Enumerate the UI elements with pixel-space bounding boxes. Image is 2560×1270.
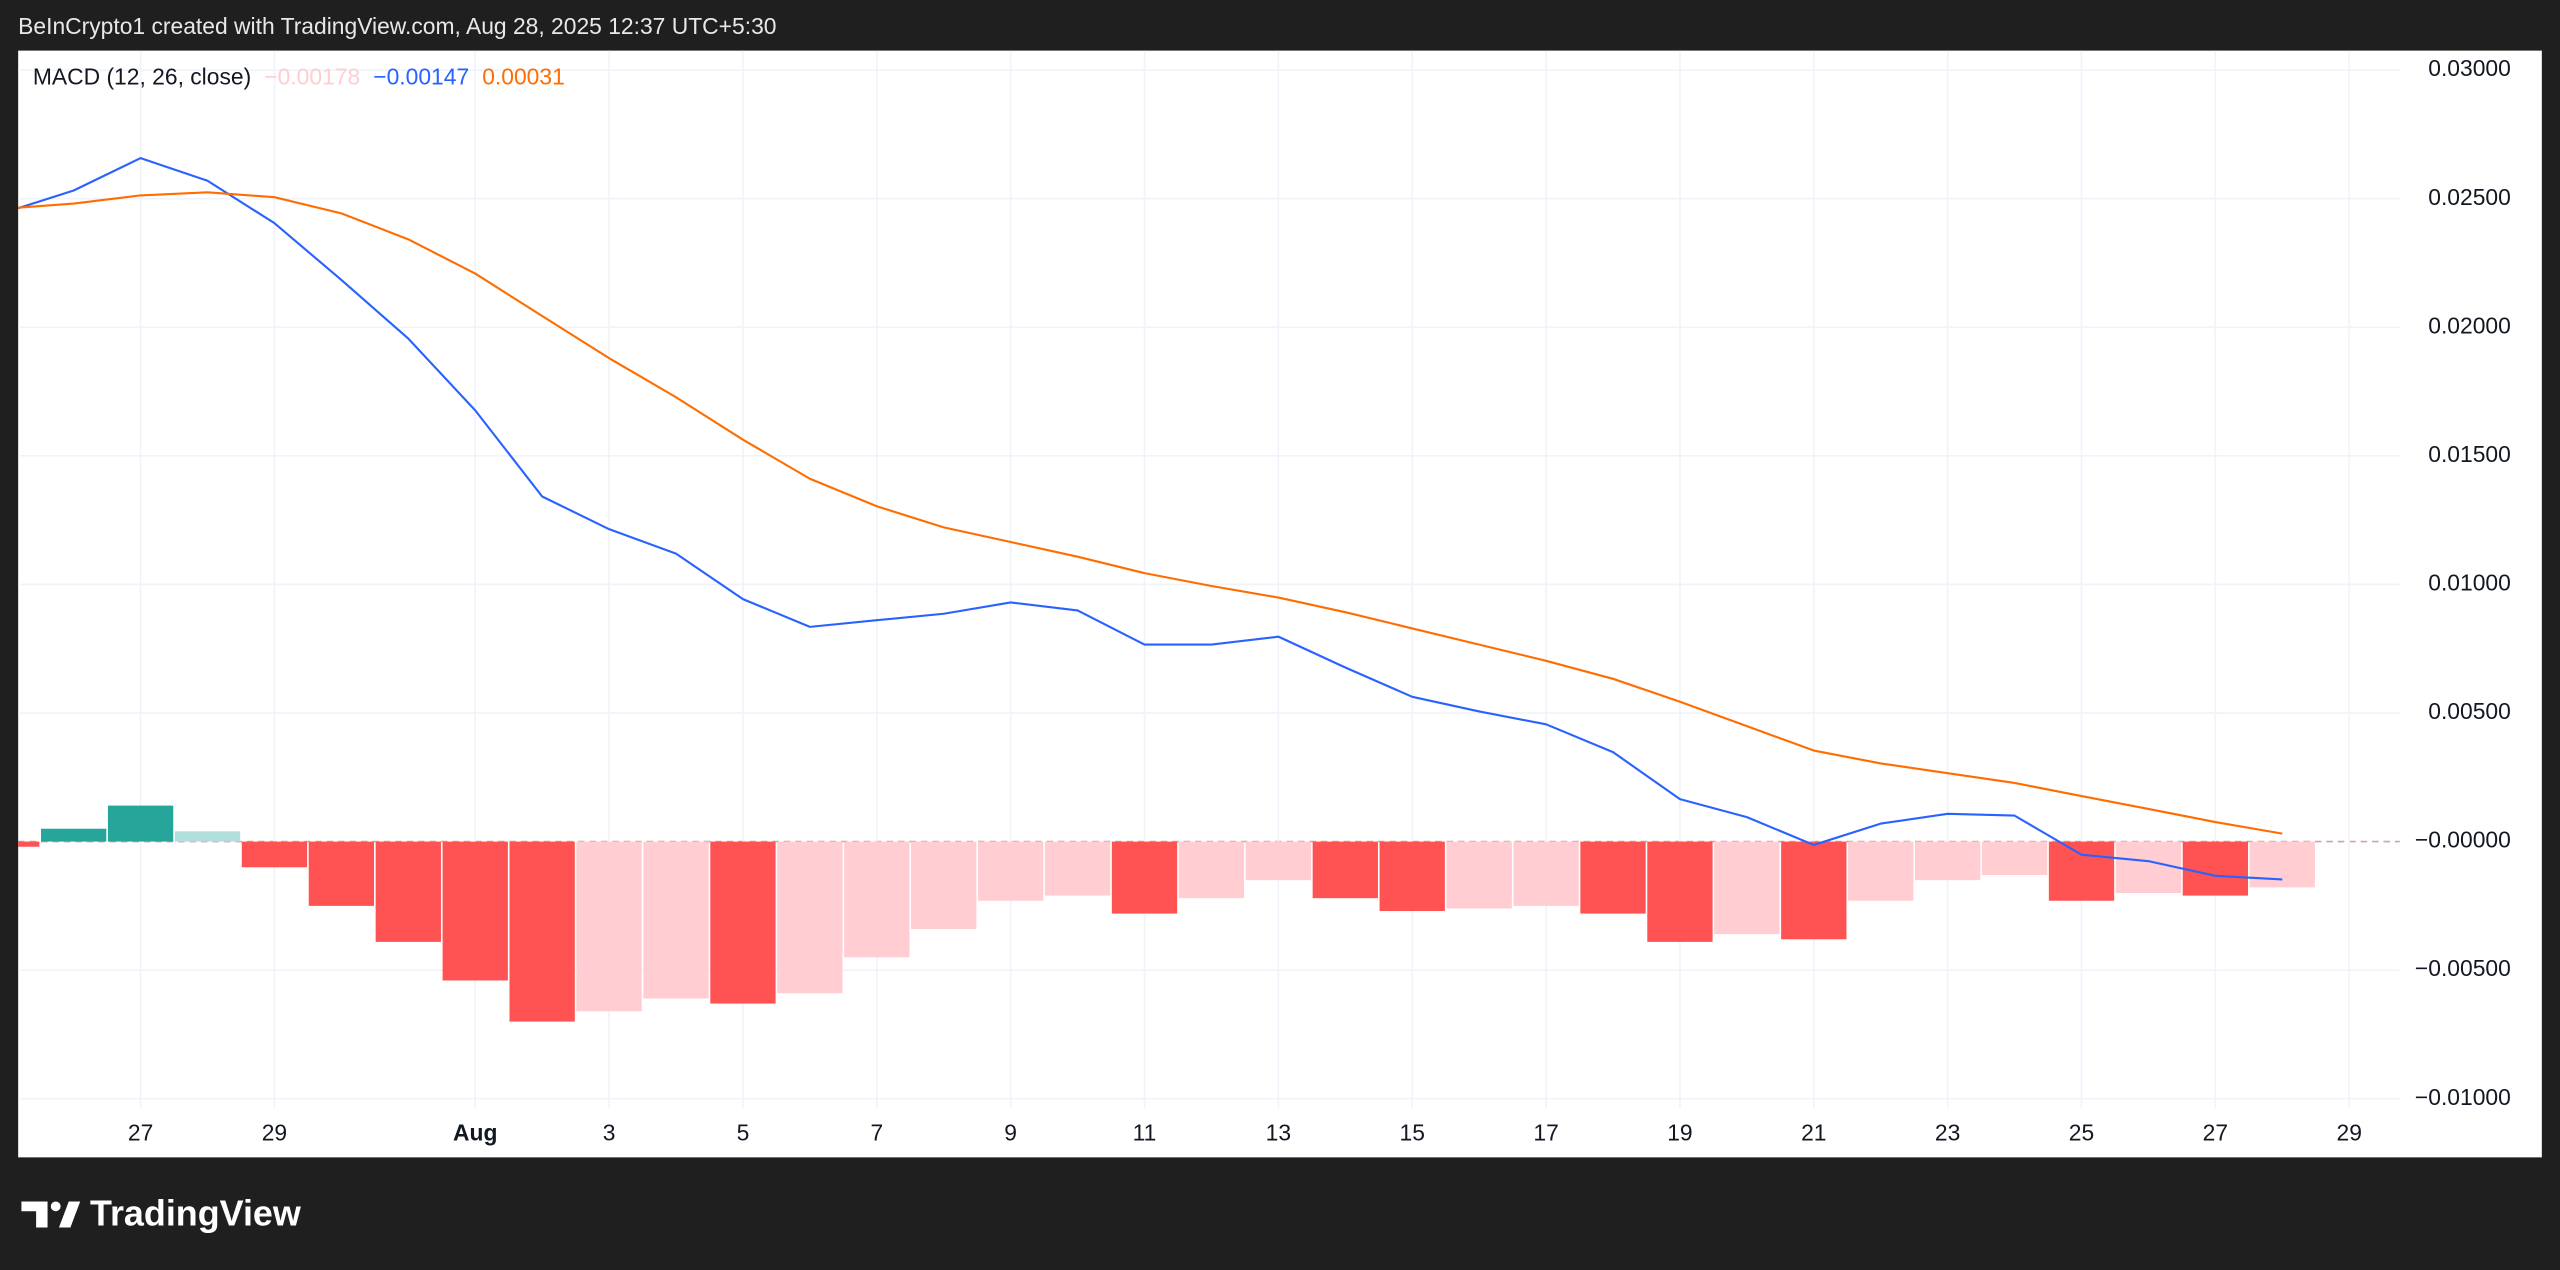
histogram-bar (375, 841, 441, 942)
line-series (18, 191, 2283, 835)
histogram-bar (844, 841, 910, 958)
y-tick-label: 0.02000 (2428, 312, 2511, 338)
histogram-bar (18, 841, 40, 847)
brand-logo: TradingView (21, 1193, 301, 1234)
histogram-bar (576, 841, 642, 1012)
histogram-bar (1111, 841, 1178, 914)
logo-icon (21, 1201, 48, 1228)
plot-area (18, 157, 2315, 1022)
logo-icon-dot (50, 1201, 61, 1212)
x-tick-label: 21 (1801, 1120, 1826, 1146)
y-tick-label: 0.03000 (2428, 55, 2511, 81)
x-tick-label: 5 (737, 1120, 750, 1146)
x-tick-label: 15 (1400, 1120, 1425, 1146)
y-tick-label: 0.01500 (2428, 441, 2511, 467)
histogram-bar (509, 841, 575, 1022)
x-tick-label: 19 (1667, 1120, 1692, 1146)
histogram-bar (1379, 841, 1445, 912)
histogram-bar (2182, 841, 2249, 896)
histogram-bar (1848, 841, 1914, 901)
x-tick-label: 29 (2337, 1120, 2362, 1146)
brand-name: TradingView (90, 1193, 301, 1234)
y-tick-label: −0.00000 (2415, 827, 2511, 853)
histogram-bar (1781, 841, 1847, 940)
histogram-bar (1245, 841, 1312, 881)
histogram-bar (1647, 841, 1713, 942)
legend-title: MACD (12, 26, close) (33, 63, 251, 89)
y-tick-label: −0.00500 (2415, 955, 2511, 981)
x-tick-label: 25 (2069, 1120, 2094, 1146)
histogram-bar (2249, 841, 2315, 888)
histogram-bar (978, 841, 1044, 901)
y-tick-label: 0.02500 (2428, 184, 2511, 210)
histogram-bar (308, 841, 375, 906)
x-tick-label: 17 (1533, 1120, 1558, 1146)
legend-value: 0.00031 (482, 63, 565, 89)
chart-panel (18, 50, 2542, 1158)
histogram-bar (1580, 841, 1646, 914)
x-tick-label: 23 (1935, 1120, 1960, 1146)
histogram-bar (1312, 841, 1378, 899)
histogram-bar (241, 841, 308, 868)
x-tick-label: 7 (870, 1120, 883, 1146)
x-tick-label: 11 (1133, 1120, 1157, 1146)
grid (18, 50, 2400, 1109)
line-series (18, 157, 2283, 881)
histogram-bar (710, 841, 776, 1004)
histogram-bar (41, 828, 107, 842)
histogram-bar (1513, 841, 1579, 906)
x-tick-label: 27 (128, 1120, 153, 1146)
histogram-bar (1981, 841, 2048, 876)
x-tick-label: 13 (1266, 1120, 1291, 1146)
histogram-bar (107, 805, 174, 842)
histogram-bar (1446, 841, 1512, 909)
legend: MACD (12, 26, close) −0.00178 −0.00147 0.0… (33, 63, 565, 89)
histogram-bar (1714, 841, 1780, 935)
legend-value: −0.00147 (373, 63, 469, 89)
histogram-bar (2115, 841, 2182, 894)
axes: 0.03000 0.02500 0.02000 0.01500 0.01000 0.005… (128, 55, 2511, 1145)
y-tick-label: −0.01000 (2415, 1084, 2511, 1110)
x-tick-label: 3 (603, 1120, 616, 1146)
y-tick-label: 0.01000 (2428, 569, 2511, 595)
x-tick-label: Aug (453, 1120, 497, 1146)
x-tick-label: 9 (1004, 1120, 1017, 1146)
histogram-bar (2048, 841, 2115, 901)
histogram-bar (442, 841, 508, 981)
histogram-bar (1044, 841, 1111, 896)
y-tick-label: 0.00500 (2428, 698, 2511, 724)
histogram-bar (1178, 841, 1245, 899)
histogram-bar (777, 841, 843, 994)
histogram-bar (1915, 841, 1981, 881)
histogram-bar (911, 841, 977, 930)
histogram-bar (643, 841, 709, 999)
logo-icon-slash (58, 1201, 81, 1228)
x-tick-label: 29 (262, 1120, 287, 1146)
header-text: BeInCrypto1 created with TradingView.com… (18, 13, 776, 39)
x-tick-label: 27 (2203, 1120, 2228, 1146)
histogram-bar (174, 831, 241, 842)
legend-value: −0.00178 (264, 63, 360, 89)
